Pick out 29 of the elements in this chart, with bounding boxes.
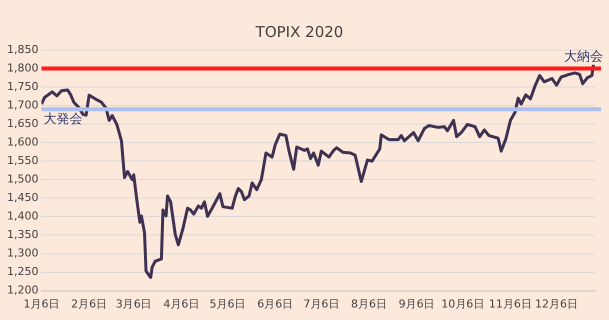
y-tick-label: 1,800 xyxy=(6,61,38,74)
chart-title: TOPIX 2020 xyxy=(254,22,344,41)
x-tick-label: 11月6日 xyxy=(488,297,532,310)
y-tick-label: 1,350 xyxy=(6,228,38,242)
x-tick-label: 4月6日 xyxy=(163,297,200,310)
y-tick-label: 1,450 xyxy=(6,191,38,204)
x-tick-label: 6月6日 xyxy=(257,297,294,310)
x-tick-label: 1月6日 xyxy=(23,297,60,310)
x-tick-label: 9月6日 xyxy=(398,297,435,310)
y-tick-label: 1,650 xyxy=(6,116,38,130)
x-tick-label: 12月6日 xyxy=(535,297,578,310)
y-tick-label: 1,700 xyxy=(6,98,38,112)
y-tick-label: 1,400 xyxy=(6,210,38,223)
y-tick-label: 1,600 xyxy=(6,135,38,148)
y-tick-label: 1,250 xyxy=(6,265,38,278)
x-tick-label: 2月6日 xyxy=(71,297,108,310)
x-tick-label: 10月6日 xyxy=(441,297,484,310)
y-tick-label: 1,550 xyxy=(6,154,38,167)
x-tick-label: 7月6日 xyxy=(303,297,340,310)
ref-line-label: 大発会 xyxy=(43,112,82,128)
x-tick-label: 5月6日 xyxy=(210,297,246,310)
x-tick-label: 3月6日 xyxy=(116,297,152,310)
ref-line-label: 大納会 xyxy=(564,49,603,64)
x-tick-label: 8月6日 xyxy=(350,297,387,310)
y-tick-label: 1,200 xyxy=(6,284,38,297)
y-tick-label: 1,750 xyxy=(6,80,38,93)
y-tick-label: 1,300 xyxy=(6,246,38,260)
y-tick-label: 1,500 xyxy=(6,172,38,186)
y-tick-label: 1,850 xyxy=(6,42,38,56)
